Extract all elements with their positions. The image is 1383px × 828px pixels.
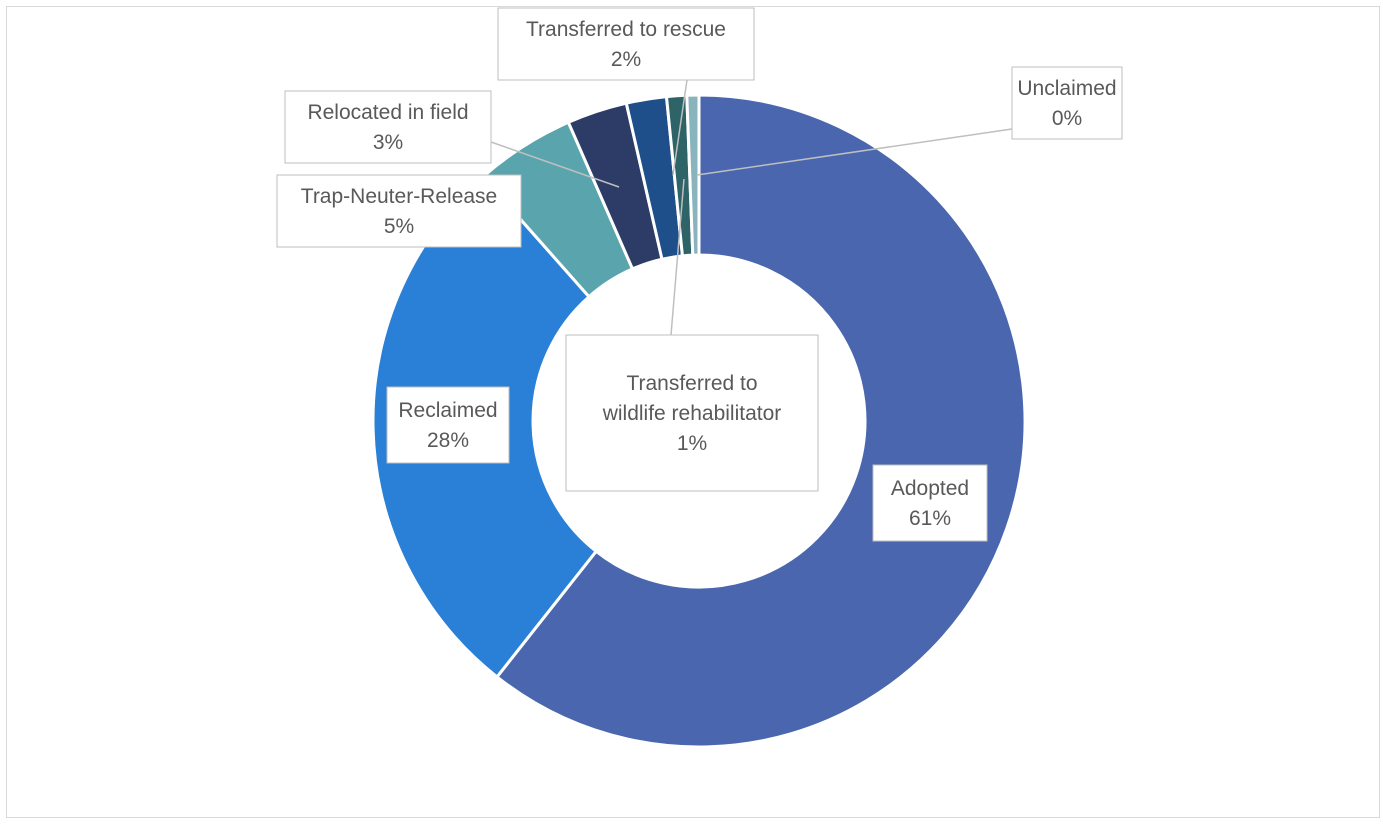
label-box-transferred-to-wildlife-rehabilitator bbox=[565, 334, 819, 492]
data-label-value-reclaimed: 28% bbox=[427, 429, 469, 452]
leader-line-unclaimed bbox=[696, 128, 1013, 176]
label-box-adopted bbox=[872, 464, 988, 542]
data-label-name-relocated-in-field: Relocated in field bbox=[307, 101, 468, 124]
data-label-value-unclaimed: 0% bbox=[1052, 107, 1082, 130]
data-label-name-trap-neuter-release: Trap-Neuter-Release bbox=[301, 185, 497, 208]
leader-line-transferred-to-wildlife-rehabilitator bbox=[670, 178, 685, 336]
data-label-name-reclaimed: Reclaimed bbox=[398, 399, 497, 422]
donut-chart: Adopted 61% Reclaimed 28% Trap-Neuter-Releas… bbox=[276, 7, 1123, 749]
slice-adopted bbox=[494, 93, 1027, 749]
label-box-relocated-in-field bbox=[284, 90, 492, 164]
data-label-value-transferred-to-wildlife-rehabilitator: 1% bbox=[677, 432, 707, 455]
label-box-transferred-to-rescue bbox=[497, 7, 755, 81]
data-label-value-trap-neuter-release: 5% bbox=[384, 215, 414, 238]
leader-line-relocated-in-field bbox=[490, 141, 620, 188]
slice-unclaimed bbox=[685, 93, 701, 257]
data-label-name-transferred-to-wildlife-rehabilitator: wildlife rehabilitator bbox=[602, 402, 782, 425]
data-label-name-transferred-to-rescue: Transferred to rescue bbox=[526, 18, 726, 41]
label-box-unclaimed bbox=[1011, 66, 1123, 140]
chart-area: Adopted 61% Reclaimed 28% Trap-Neuter-Releas… bbox=[6, 6, 1380, 818]
data-label-value-adopted: 61% bbox=[909, 507, 951, 530]
data-label-name-unclaimed: Unclaimed bbox=[1017, 77, 1116, 100]
label-box-reclaimed bbox=[386, 386, 510, 464]
data-label-name-adopted: Adopted bbox=[891, 477, 969, 500]
data-label-value-relocated-in-field: 3% bbox=[373, 131, 403, 154]
data-label-name-transferred-to-wildlife-rehabilitator: Transferred to bbox=[626, 372, 757, 395]
label-box-trap-neuter-release bbox=[276, 174, 522, 248]
leader-line-transferred-to-rescue bbox=[672, 79, 688, 176]
data-label-value-transferred-to-rescue: 2% bbox=[611, 48, 641, 71]
